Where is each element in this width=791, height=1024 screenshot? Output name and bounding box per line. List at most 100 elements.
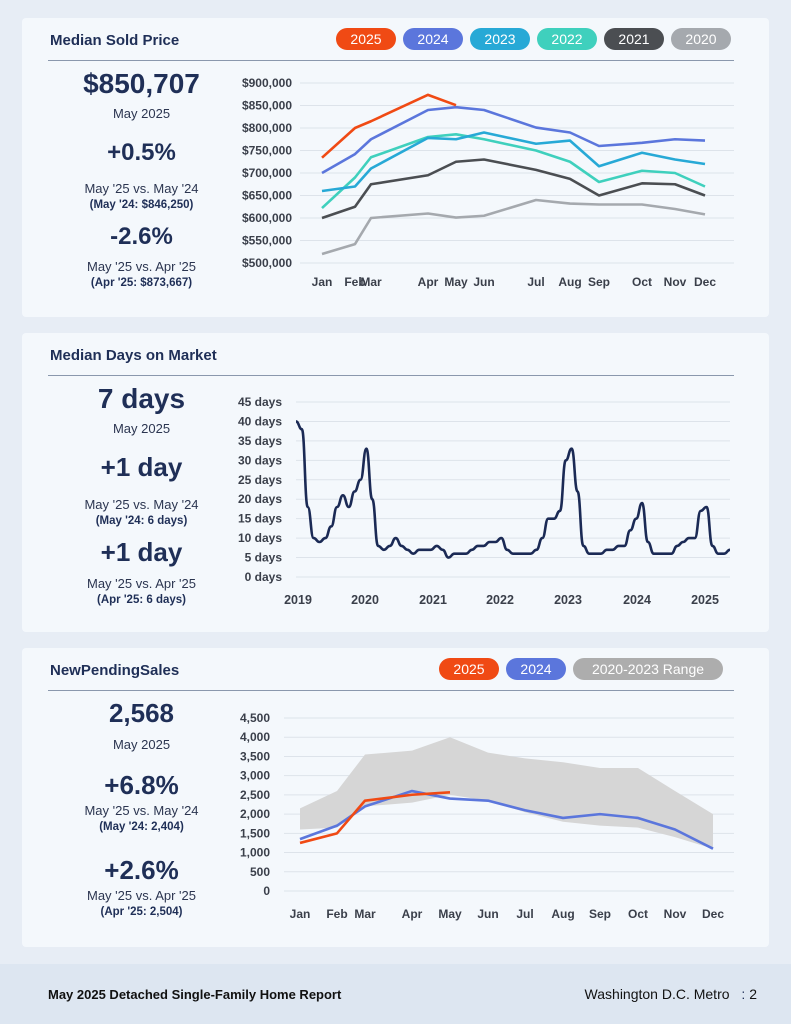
stat-yoy-change: +1 day — [100, 452, 183, 482]
x-tick-label: 2020 — [351, 593, 379, 607]
section-title: Median Sold Price — [50, 32, 180, 49]
stat-yoy-prev: (May '24: $846,250) — [89, 199, 194, 211]
stats-panel: $850,707 May 2025 +0.5% May '25 vs. May … — [44, 68, 239, 289]
y-tick-label: 1,500 — [240, 826, 270, 840]
y-tick-label: 5 days — [245, 551, 283, 565]
stats-panel: 7 days May 2025 +1 day May '25 vs. May '… — [44, 383, 239, 606]
x-tick-label: Jul — [527, 275, 544, 289]
y-tick-label: $900,000 — [242, 76, 292, 90]
stats-panel: 2,568 May 2025 +6.8% May '25 vs. May '24… — [44, 698, 239, 918]
y-tick-label: $650,000 — [242, 189, 292, 203]
x-tick-label: Jun — [473, 275, 494, 289]
x-tick-label: Mar — [354, 907, 376, 921]
y-tick-label: 40 days — [238, 414, 282, 428]
stat-period: May 2025 — [112, 106, 171, 121]
series-line-2023 — [321, 131, 706, 193]
legend-2024: 2024 — [403, 28, 463, 50]
x-tick-label: May — [438, 907, 462, 921]
legend-2025: 2025 — [439, 658, 499, 680]
y-tick-label: 15 days — [238, 512, 282, 526]
stat-mom-change: +2.6% — [104, 855, 179, 885]
y-tick-label: 2,500 — [240, 788, 270, 802]
y-tick-label: 25 days — [238, 473, 282, 487]
stat-yoy-label: May '25 vs. May '24 — [84, 497, 199, 512]
x-tick-label: Apr — [418, 275, 439, 289]
series-line-2025 — [299, 790, 451, 845]
legend-2022: 2022 — [537, 28, 597, 50]
series-line-2024 — [321, 105, 706, 175]
stat-mom-prev: (Apr '25: 6 days) — [96, 594, 186, 606]
x-tick-label: Aug — [558, 275, 581, 289]
x-tick-label: Oct — [632, 275, 652, 289]
y-tick-label: $500,000 — [242, 256, 292, 270]
stat-mom-prev: (Apr '25: 2,504) — [100, 906, 183, 918]
stat-value: 2,568 — [108, 698, 175, 728]
legend-2021: 2021 — [604, 28, 664, 50]
stat-yoy-label: May '25 vs. May '24 — [84, 803, 199, 818]
y-tick-label: $700,000 — [242, 166, 292, 180]
x-tick-label: 2022 — [486, 593, 514, 607]
x-tick-label: Oct — [628, 907, 648, 921]
x-tick-label: 2024 — [623, 593, 651, 607]
x-tick-label: Dec — [694, 275, 716, 289]
stat-mom-label: May '25 vs. Apr '25 — [86, 576, 196, 591]
x-tick-label: Dec — [702, 907, 724, 921]
divider — [48, 690, 734, 691]
legend-2020-2023-range: 2020-2023 Range — [573, 658, 723, 680]
section-title: NewPendingSales — [50, 662, 180, 679]
chart-legend: 2025 2024 2023 2022 2021 2020 — [336, 28, 731, 50]
legend-2023: 2023 — [470, 28, 530, 50]
y-tick-label: 0 — [263, 884, 270, 898]
y-tick-label: $850,000 — [242, 99, 292, 113]
stat-yoy-label: May '25 vs. May '24 — [84, 181, 199, 196]
series-line-2024 — [299, 789, 714, 850]
stat-yoy-prev: (May '24: 2,404) — [99, 821, 184, 833]
region-name: Washington D.C. Metro — [584, 986, 730, 1002]
x-tick-label: Feb — [326, 907, 347, 921]
stat-mom-prev: (Apr '25: $873,667) — [90, 277, 193, 289]
x-tick-label: Nov — [664, 275, 687, 289]
x-tick-label: 2019 — [284, 593, 312, 607]
new-pending-sales-card: NewPendingSales 2025 2024 2020-2023 Range … — [22, 648, 769, 947]
y-tick-label: $750,000 — [242, 144, 292, 158]
legend-2024: 2024 — [506, 658, 566, 680]
y-tick-label: $800,000 — [242, 121, 292, 135]
stat-mom-change: +1 day — [100, 537, 183, 567]
y-tick-label: 3,000 — [240, 769, 270, 783]
y-tick-label: 30 days — [238, 453, 282, 467]
y-tick-label: 2,000 — [240, 807, 270, 821]
stat-yoy-prev: (May '24: 6 days) — [95, 515, 188, 527]
y-tick-label: 45 days — [238, 395, 282, 409]
series-line-2022 — [321, 133, 706, 210]
stat-value: $850,707 — [83, 68, 200, 99]
median-sold-price-card: Median Sold Price 2025 2024 2023 2022 2021 20… — [22, 18, 769, 317]
footer-region: Washington D.C. Metro : 2 — [585, 986, 757, 1002]
y-tick-label: 4,500 — [240, 711, 270, 725]
x-tick-label: Mar — [360, 275, 382, 289]
x-tick-label: Sep — [588, 275, 610, 289]
chart-legend: 2025 2024 2020-2023 Range — [439, 658, 723, 680]
y-tick-label: 4,000 — [240, 730, 270, 744]
y-tick-label: $550,000 — [242, 234, 292, 248]
x-tick-label: Jan — [312, 275, 333, 289]
x-tick-label: Apr — [402, 907, 423, 921]
y-tick-label: 500 — [250, 865, 270, 879]
page-footer: May 2025 Detached Single-Family Home Rep… — [0, 964, 791, 1024]
stat-value: 7 days — [97, 383, 186, 414]
x-tick-label: 2021 — [419, 593, 447, 607]
y-tick-label: 3,500 — [240, 749, 270, 763]
report-title: May 2025 Detached Single-Family Home Rep… — [48, 987, 342, 1002]
stat-mom-label: May '25 vs. Apr '25 — [86, 888, 196, 903]
x-tick-label: 2025 — [691, 593, 719, 607]
median-days-on-market-chart: 0 days 5 days 10 days 15 days 20 days 25 days… — [238, 395, 731, 607]
x-tick-label: May — [444, 275, 468, 289]
stat-mom-change: -2.6% — [110, 223, 173, 250]
stat-period: May 2025 — [112, 421, 171, 436]
divider — [48, 375, 734, 376]
x-tick-label: Aug — [551, 907, 574, 921]
x-tick-label: Jul — [516, 907, 533, 921]
page-number: 2 — [749, 986, 757, 1002]
series-line-2020 — [321, 198, 706, 256]
x-tick-label: 2023 — [554, 593, 582, 607]
median-days-on-market-card: Median Days on Market 7 days May 2025 +1… — [22, 333, 769, 632]
